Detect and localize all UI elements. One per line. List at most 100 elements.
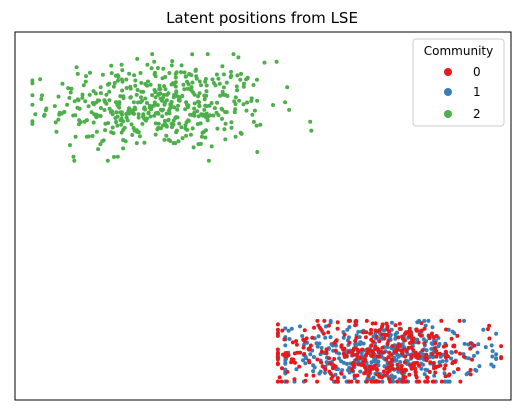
point-community-0	[284, 379, 289, 384]
point-community-2	[115, 114, 120, 119]
point-community-1	[294, 367, 299, 372]
point-community-2	[157, 87, 162, 91]
point-community-0	[443, 355, 448, 360]
point-community-2	[146, 110, 151, 115]
point-community-0	[292, 351, 297, 356]
point-community-2	[223, 137, 228, 142]
point-community-2	[121, 94, 126, 99]
point-community-0	[374, 379, 379, 384]
point-community-2	[206, 158, 211, 163]
point-community-1	[311, 369, 316, 374]
point-community-0	[315, 357, 320, 362]
point-community-2	[106, 121, 111, 126]
point-community-0	[326, 323, 331, 328]
point-community-0	[294, 339, 299, 344]
point-community-2	[182, 70, 187, 75]
point-community-1	[437, 360, 442, 365]
point-community-2	[220, 64, 225, 69]
point-community-2	[129, 122, 134, 127]
point-community-2	[120, 68, 125, 73]
point-community-1	[304, 356, 308, 361]
point-community-2	[181, 82, 186, 87]
point-community-0	[275, 352, 280, 357]
point-community-0	[385, 333, 390, 338]
point-community-1	[337, 356, 342, 361]
point-community-0	[408, 329, 413, 334]
point-community-1	[375, 359, 380, 364]
point-community-2	[121, 138, 126, 142]
point-community-0	[302, 339, 307, 344]
point-community-0	[363, 370, 368, 375]
point-community-2	[209, 101, 214, 105]
point-community-1	[336, 367, 340, 372]
point-community-0	[458, 379, 463, 384]
point-community-0	[312, 325, 316, 330]
point-community-1	[353, 342, 358, 347]
point-community-2	[121, 146, 126, 151]
point-community-2	[102, 108, 107, 112]
point-community-1	[432, 373, 437, 378]
point-community-2	[170, 125, 174, 130]
point-community-1	[311, 363, 316, 368]
point-community-1	[466, 356, 471, 361]
point-community-2	[163, 75, 168, 79]
point-community-1	[317, 341, 322, 346]
point-community-1	[345, 327, 350, 332]
point-community-2	[258, 122, 263, 127]
point-community-0	[350, 368, 355, 373]
point-community-0	[290, 340, 295, 345]
point-community-2	[107, 106, 112, 111]
point-community-2	[83, 79, 88, 84]
point-community-2	[216, 76, 221, 81]
point-community-2	[244, 108, 249, 113]
point-community-2	[133, 78, 138, 83]
point-community-1	[389, 373, 394, 378]
point-community-2	[97, 98, 101, 103]
point-community-0	[382, 373, 387, 378]
point-community-1	[477, 364, 482, 369]
point-community-2	[135, 88, 140, 92]
point-community-2	[94, 115, 99, 120]
point-community-0	[302, 328, 307, 333]
point-community-0	[347, 340, 352, 345]
point-community-0	[453, 349, 458, 354]
point-community-0	[409, 353, 413, 358]
point-community-0	[381, 369, 386, 374]
point-community-2	[174, 89, 179, 94]
point-community-0	[297, 364, 302, 369]
legend-marker-0	[444, 68, 452, 76]
point-community-2	[161, 66, 166, 71]
point-community-2	[156, 125, 161, 130]
point-community-2	[174, 115, 178, 120]
point-community-1	[426, 318, 431, 323]
point-community-0	[364, 379, 369, 384]
point-community-2	[145, 62, 150, 67]
point-community-2	[198, 141, 203, 146]
point-community-0	[404, 368, 408, 373]
point-community-2	[160, 114, 165, 119]
point-community-0	[334, 379, 339, 384]
point-community-0	[331, 363, 336, 368]
point-community-2	[73, 113, 78, 118]
point-community-2	[71, 154, 76, 159]
point-community-2	[119, 122, 124, 127]
point-community-0	[382, 336, 387, 341]
point-community-2	[161, 92, 166, 97]
point-community-2	[204, 128, 208, 133]
point-community-1	[376, 363, 381, 368]
point-community-1	[283, 361, 288, 365]
point-community-0	[428, 360, 433, 365]
point-community-2	[133, 107, 138, 112]
point-community-0	[319, 360, 324, 365]
point-community-2	[211, 113, 216, 118]
point-community-1	[395, 330, 400, 335]
point-community-2	[161, 123, 165, 128]
point-community-2	[115, 73, 120, 78]
point-community-2	[180, 136, 185, 141]
point-community-0	[416, 379, 420, 384]
point-community-1	[494, 352, 499, 357]
point-community-2	[142, 140, 147, 145]
point-community-2	[105, 158, 110, 163]
point-community-0	[427, 370, 432, 374]
